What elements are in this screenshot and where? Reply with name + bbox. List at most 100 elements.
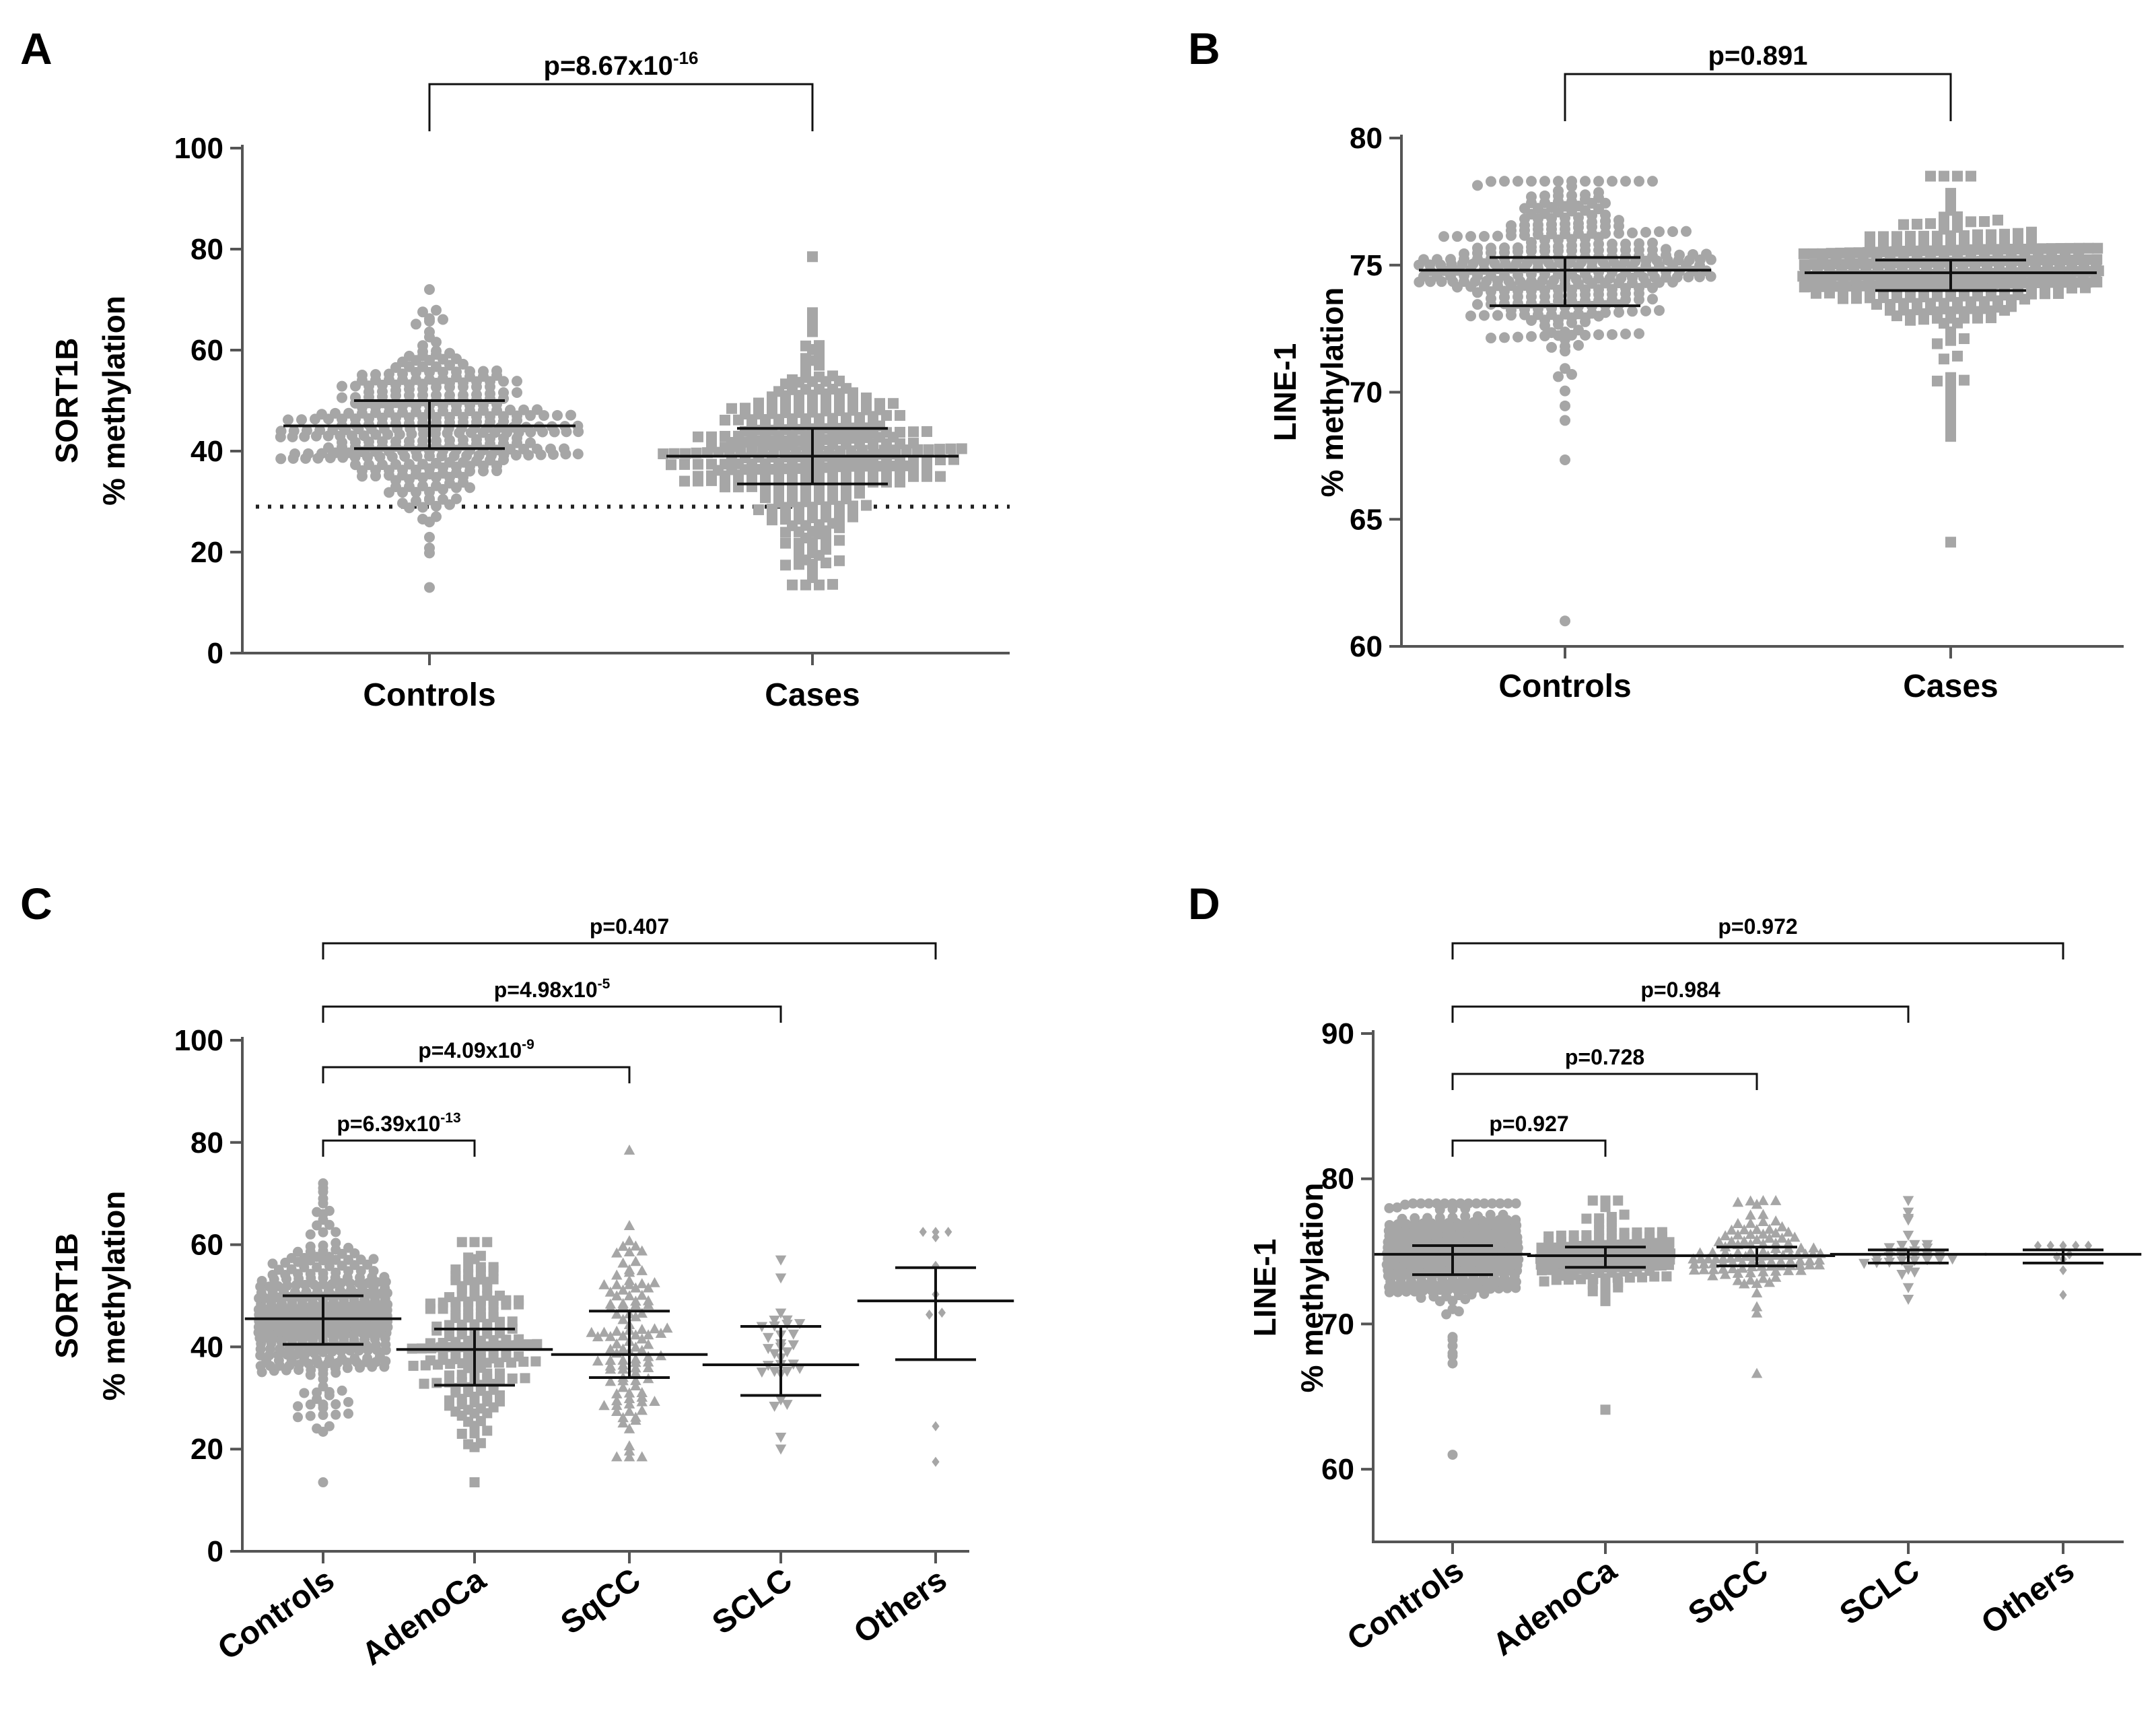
data-point: [1945, 188, 1956, 199]
data-point: [630, 1362, 641, 1373]
data-point: [1776, 1232, 1788, 1243]
data-point: [2037, 243, 2048, 255]
data-point: [1764, 1232, 1775, 1243]
data-point: [1620, 176, 1631, 187]
data-point: [463, 1262, 474, 1273]
x-category-label: AdenoCa: [1486, 1552, 1623, 1662]
data-point: [1410, 1213, 1420, 1223]
data-point: [444, 1370, 454, 1381]
data-point: [1745, 1246, 1756, 1257]
data-point: [1627, 306, 1638, 317]
p-value-label: p=0.728: [1565, 1045, 1644, 1069]
p-value-base: p=4.98x10: [494, 978, 598, 1002]
data-point: [1416, 1198, 1426, 1209]
data-point: [1717, 1252, 1729, 1263]
data-point: [518, 404, 529, 415]
data-point: [305, 1269, 316, 1279]
data-point: [1543, 1231, 1554, 1242]
data-point: [1835, 247, 1846, 259]
data-point: [1634, 176, 1644, 187]
data-point: [781, 1347, 793, 1358]
data-point: [343, 407, 354, 419]
data-point: [775, 1444, 787, 1455]
data-point: [1717, 1263, 1729, 1274]
data-point: [350, 459, 361, 471]
series-controls: [244, 1178, 402, 1488]
data-point: [1737, 1256, 1748, 1267]
data-point: [327, 424, 339, 436]
data-point: [330, 407, 341, 419]
data-point: [623, 1423, 635, 1433]
p-value-base: p=0.984: [1640, 978, 1720, 1002]
data-point: [636, 1451, 648, 1462]
data-point: [1447, 1450, 1458, 1460]
data-point: [1526, 236, 1537, 248]
data-point: [337, 392, 347, 403]
data-point: [1751, 1287, 1763, 1297]
data-point: [1512, 331, 1523, 343]
data-point: [935, 471, 946, 482]
data-point: [623, 1219, 635, 1230]
data-point: [630, 1411, 641, 1422]
data-point: [559, 443, 569, 454]
data-point: [464, 366, 475, 377]
data-point: [630, 1380, 641, 1390]
data-point: [495, 1368, 505, 1379]
data-point: [800, 353, 811, 364]
data-point: [463, 1439, 474, 1450]
data-point: [693, 431, 703, 442]
bracket-line: [1451, 1139, 1607, 1157]
data-point: [1770, 1271, 1782, 1282]
data-point: [525, 437, 536, 448]
data-point: [726, 403, 737, 414]
data-point: [1719, 1230, 1731, 1241]
data-point: [572, 420, 584, 432]
data-point: [1479, 310, 1490, 321]
data-point: [545, 443, 556, 454]
data-point: [1782, 1238, 1795, 1248]
data-point: [343, 1242, 353, 1253]
y-tick-label: 60: [190, 1229, 223, 1262]
data-point: [507, 1373, 518, 1384]
p-value-label: p=0.407: [590, 914, 669, 939]
data-point: [514, 1351, 524, 1362]
data-point: [1553, 176, 1564, 187]
y-tick-label: 70: [1350, 376, 1383, 409]
data-point: [956, 443, 967, 454]
data-point: [706, 431, 717, 442]
data-point: [769, 1349, 780, 1359]
data-point: [1932, 375, 1943, 386]
data-point: [514, 1334, 524, 1345]
y-axis-title-line1: SORT1B: [49, 1233, 84, 1359]
data-point: [945, 443, 957, 454]
x-category-label: Controls: [211, 1562, 341, 1668]
data-point: [649, 1396, 660, 1407]
y-tick-label: 75: [1350, 249, 1383, 282]
data-point: [1657, 1227, 1667, 1238]
data-point: [604, 1298, 617, 1309]
data-point: [331, 1238, 341, 1248]
data-point: [1739, 1236, 1750, 1246]
data-point: [1912, 218, 1922, 230]
data-point: [827, 578, 838, 590]
data-point: [604, 1330, 617, 1341]
data-point: [1695, 1253, 1706, 1264]
data-point: [763, 1332, 774, 1343]
x-category-label: Controls: [1498, 669, 1631, 704]
data-point: [1909, 1240, 1920, 1250]
data-point: [1634, 328, 1644, 339]
data-point: [475, 1416, 486, 1427]
data-point: [1593, 329, 1604, 341]
y-axis-title-line1: LINE-1: [1247, 1239, 1282, 1337]
data-point: [572, 448, 584, 460]
data-point: [1607, 238, 1618, 250]
data-point: [312, 1262, 322, 1273]
data-point: [303, 448, 314, 459]
data-point: [1667, 226, 1678, 238]
data-point: [1952, 170, 1963, 182]
p-value-label: p=0.891: [1708, 41, 1808, 71]
data-point: [1746, 1256, 1758, 1267]
data-point: [1647, 294, 1658, 305]
data-point: [1465, 231, 1476, 242]
